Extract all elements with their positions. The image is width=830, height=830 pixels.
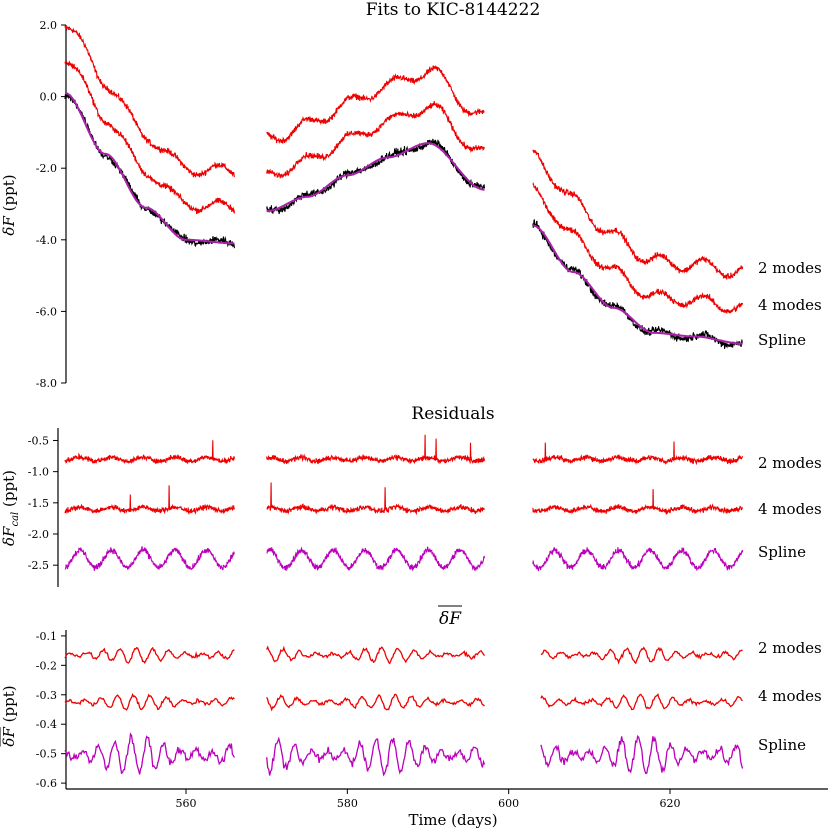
y-tick-label: -1.0 — [28, 466, 49, 479]
series-line-spline-segment-2 — [266, 138, 486, 215]
y-tick-label: -0.4 — [36, 718, 57, 731]
fits-title: Fits to KIC-8144222 — [366, 0, 541, 20]
residuals-label-2-modes: 2 modes — [758, 454, 822, 472]
mean-title: δF — [439, 609, 462, 629]
residuals-ylabel-symbol: δF — [0, 526, 18, 546]
series-line-spline-segment-3 — [532, 219, 743, 349]
fits-label-4-modes: 4 modes — [758, 296, 822, 314]
panel-residuals: Residuals δFcal (ppt) -2.5 -2.0 -1.5 -1.0 -0… — [0, 404, 822, 587]
y-tick-label: -0.6 — [36, 777, 57, 790]
fits-ylabel-symbol: δF — [0, 216, 18, 236]
fits-ylabel-unit: (ppt) — [0, 174, 18, 216]
y-tick-label: -0.2 — [36, 659, 57, 672]
series-line-2-modes-segment-1 — [64, 440, 235, 465]
series-line-spline-segment-3 — [540, 734, 744, 775]
residuals-ylabel-sub: cal — [10, 512, 21, 527]
residuals-ylabel: δFcal (ppt) — [0, 470, 21, 546]
series-line-4-modes-segment-1 — [64, 60, 235, 215]
residuals-ylabel-unit: (ppt) — [0, 470, 18, 512]
x-tick-label: 600 — [498, 797, 519, 810]
series-line-2-modes-segment-2 — [266, 434, 486, 465]
series-line-4-modes-segment-3 — [532, 182, 744, 314]
series-line-spline-segment-1 — [64, 732, 235, 775]
mean-label-spline: Spline — [758, 736, 806, 754]
mean-label-2-modes: 2 modes — [758, 639, 822, 657]
mean-y-ticks: -0.6 -0.5 -0.4 -0.3 -0.2 -0.1 — [36, 630, 66, 790]
series-line-4-modes-segment-3 — [540, 693, 743, 711]
fits-label-2-modes: 2 modes — [758, 259, 822, 277]
series-line-4-modes-segment-2 — [266, 693, 485, 712]
fits-y-ticks: -8.0 -6.0 -4.0 -2.0 0.0 2.0 — [36, 19, 66, 390]
residuals-y-ticks: -2.5 -2.0 -1.5 -1.0 -0.5 — [28, 434, 58, 572]
series-line-2-modes-segment-1 — [64, 646, 235, 665]
fits-series — [64, 25, 744, 349]
series-line-spline-segment-1 — [64, 546, 235, 571]
y-tick-label: -0.1 — [36, 630, 57, 643]
series-line-4-modes-segment-2 — [266, 482, 485, 516]
y-tick-label: -0.5 — [36, 748, 57, 761]
y-tick-label: 2.0 — [40, 19, 58, 32]
y-tick-label: -0.5 — [28, 434, 49, 447]
series-line-2-modes-segment-3 — [532, 149, 744, 280]
series-line-4-modes-segment-3 — [532, 489, 744, 516]
mean-ylabel-unit: (ppt) — [0, 685, 18, 727]
x-tick-label: 560 — [176, 797, 197, 810]
series-line-spline-segment-2 — [266, 736, 486, 777]
mean-ylabel-symbol: δF — [0, 727, 18, 747]
series-line-4-modes-segment-2 — [266, 101, 485, 180]
spline-fit-line-segment-2 — [266, 142, 485, 213]
residuals-label-4-modes: 4 modes — [758, 500, 822, 518]
series-line-2-modes-segment-2 — [266, 645, 486, 665]
series-line-2-modes-segment-2 — [266, 64, 485, 145]
y-tick-label: -8.0 — [36, 377, 57, 390]
y-tick-label: -2.0 — [28, 528, 49, 541]
mean-x-ticks: 560 580 600 620 — [176, 789, 681, 810]
mean-label-4-modes: 4 modes — [758, 687, 822, 705]
panel-mean-deltaf: δF δF (ppt) -0.6 -0.5 -0.4 -0.3 -0.2 -0.1 560… — [0, 605, 828, 829]
residuals-label-spline: Spline — [758, 543, 806, 561]
y-tick-label: -4.0 — [36, 234, 57, 247]
y-tick-label: -6.0 — [36, 305, 57, 318]
series-line-2-modes-segment-3 — [540, 646, 743, 665]
y-tick-label: -0.3 — [36, 689, 57, 702]
spline-fit-line-segment-1 — [65, 92, 235, 245]
y-tick-label: 0.0 — [40, 91, 58, 104]
y-tick-label: -1.5 — [28, 497, 49, 510]
x-tick-label: 620 — [660, 797, 681, 810]
mean-ylabel: δF (ppt) — [0, 685, 18, 746]
y-tick-label: -2.0 — [36, 162, 57, 175]
series-line-spline-segment-3 — [532, 546, 744, 572]
residuals-series — [64, 434, 744, 572]
time-xlabel: Time (days) — [408, 811, 497, 829]
series-line-2-modes-segment-1 — [64, 25, 235, 178]
fits-label-spline: Spline — [758, 331, 806, 349]
mean-series — [64, 645, 744, 777]
panel-fits: Fits to KIC-8144222 δF (ppt) -8.0 -6.0 -4.… — [0, 0, 822, 390]
spline-fit-line-segment-3 — [532, 224, 743, 345]
fits-ylabel: δF (ppt) — [0, 174, 18, 235]
residuals-title: Residuals — [411, 404, 494, 424]
series-line-spline-segment-2 — [266, 546, 486, 572]
series-line-4-modes-segment-1 — [64, 485, 235, 516]
series-line-2-modes-segment-3 — [532, 441, 744, 466]
x-tick-label: 580 — [337, 797, 358, 810]
series-line-4-modes-segment-1 — [64, 692, 235, 711]
y-tick-label: -2.5 — [28, 559, 49, 572]
